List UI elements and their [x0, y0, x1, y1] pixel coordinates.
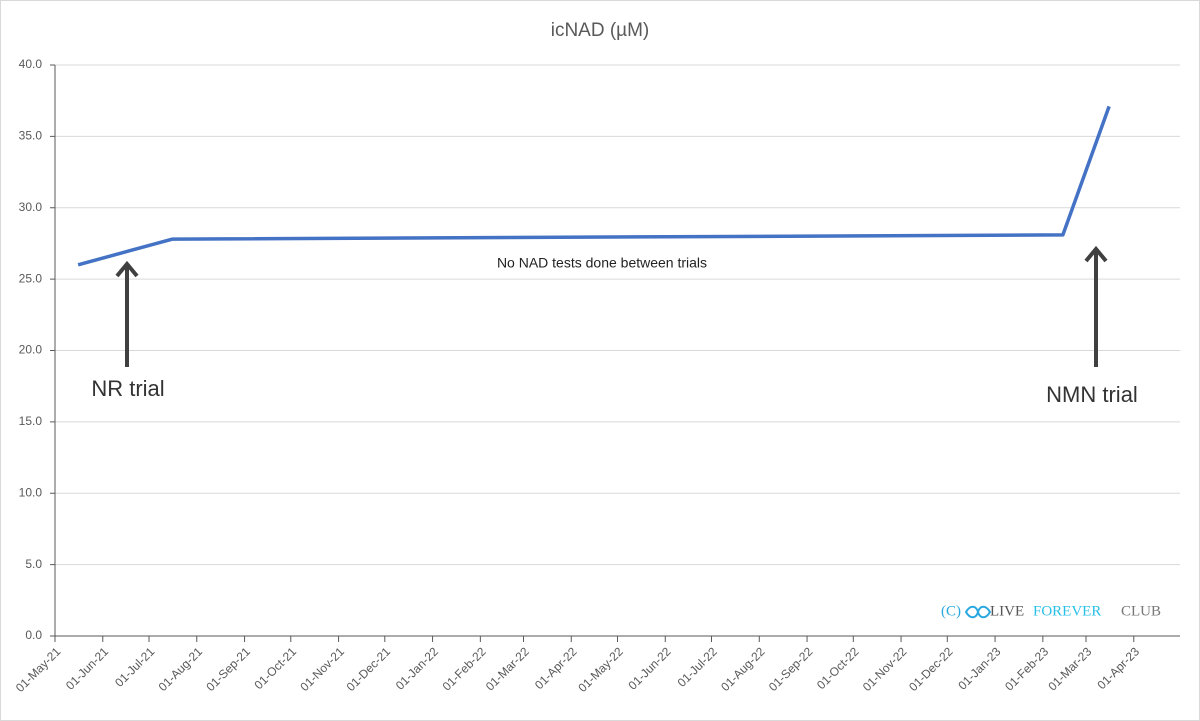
- annotation: NR trial: [91, 376, 164, 401]
- watermark-text: (C): [941, 603, 961, 619]
- annotation: NMN trial: [1046, 382, 1138, 407]
- y-tick-label: 15.0: [19, 414, 43, 428]
- annotation: No NAD tests done between trials: [497, 255, 707, 271]
- arrow-head: [1084, 245, 1108, 263]
- watermark-text: FOREVER: [1033, 603, 1101, 619]
- y-tick-label: 5.0: [25, 557, 42, 571]
- chart-title: icNAD (µM): [551, 20, 650, 41]
- watermark: (C) LIVE FOREVER CLUB: [941, 603, 1161, 619]
- y-tick-label: 40.0: [19, 57, 43, 71]
- y-tick-label: 35.0: [19, 129, 43, 143]
- y-tick-label: 25.0: [19, 271, 43, 285]
- y-tick-label: 30.0: [19, 200, 43, 214]
- y-tick-label: 20.0: [19, 343, 43, 357]
- y-tick-label: 10.0: [19, 485, 43, 499]
- data-line: [77, 105, 1111, 267]
- y-tick-label: 0.0: [25, 628, 42, 642]
- arrows: [115, 245, 1108, 367]
- watermark-text: LIVE: [990, 603, 1024, 619]
- arrow-head: [115, 260, 139, 278]
- watermark-text: CLUB: [1121, 603, 1161, 619]
- watermark-logo: [964, 605, 992, 619]
